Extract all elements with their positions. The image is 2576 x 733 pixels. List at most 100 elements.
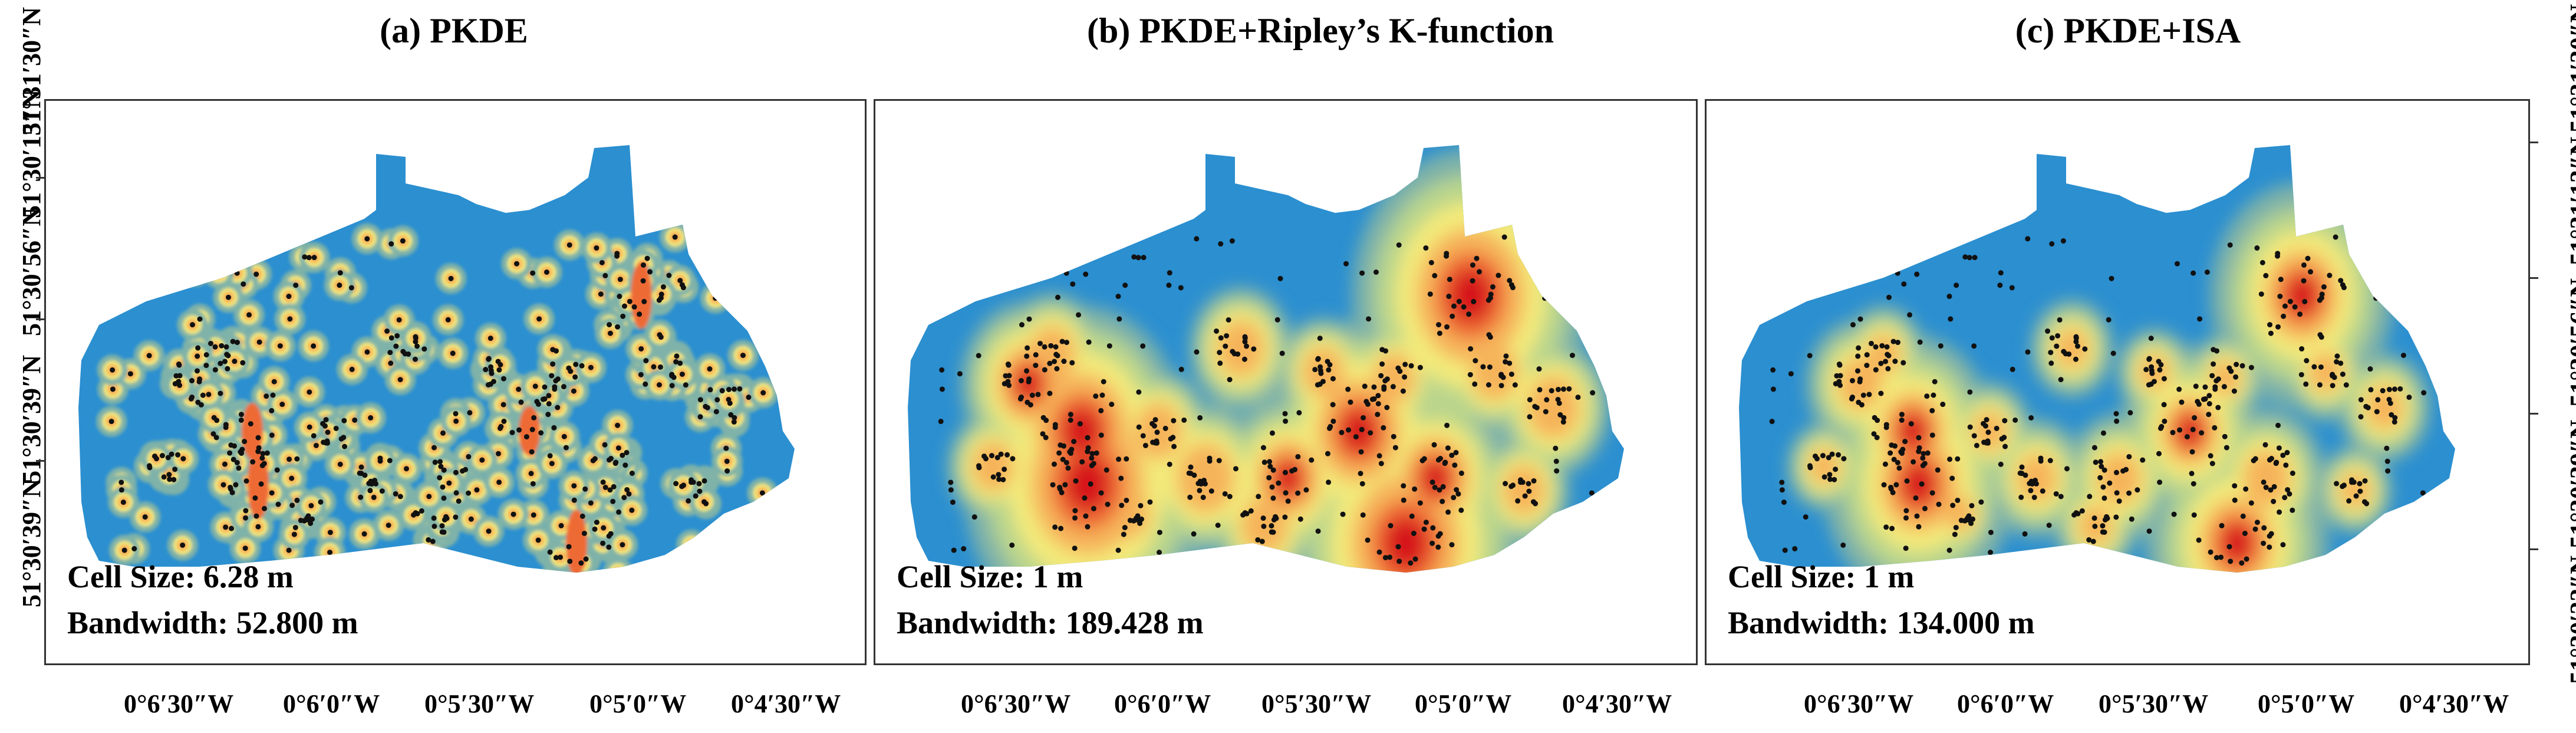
event-point xyxy=(325,429,331,435)
event-point xyxy=(651,364,657,370)
event-point xyxy=(1890,252,1896,258)
event-point xyxy=(2063,351,2068,357)
event-point xyxy=(2086,537,2092,543)
panel-a-parameters: Cell Size: 6.28 m Bandwidth: 52.800 m xyxy=(67,554,358,646)
event-point xyxy=(311,255,317,261)
x-tick-c-3: 0°5′30″W xyxy=(2099,689,2209,718)
event-point xyxy=(518,399,524,405)
event-point xyxy=(2213,574,2219,580)
event-point xyxy=(531,415,537,420)
event-point xyxy=(1147,499,1153,505)
event-point xyxy=(1451,495,1457,501)
event-point xyxy=(2209,461,2215,466)
event-point xyxy=(1273,514,1279,520)
event-point xyxy=(1076,312,1082,318)
density-ring xyxy=(145,240,157,252)
event-point xyxy=(437,475,443,481)
event-point xyxy=(1885,366,1891,372)
event-point xyxy=(313,442,319,448)
event-point xyxy=(2334,359,2340,365)
event-point xyxy=(1244,343,1250,349)
event-point xyxy=(1375,412,1381,418)
event-point xyxy=(2277,294,2283,300)
event-point xyxy=(1378,373,1384,379)
event-point xyxy=(167,476,173,482)
event-point xyxy=(572,374,578,380)
event-point xyxy=(1127,517,1133,523)
event-point xyxy=(1854,268,1860,274)
density-ring xyxy=(578,571,591,573)
event-point xyxy=(617,277,623,282)
density-ring xyxy=(190,265,202,277)
event-point xyxy=(731,386,737,392)
event-point xyxy=(1412,486,1418,492)
event-point xyxy=(2275,251,2281,257)
event-point xyxy=(1216,458,1222,464)
event-point xyxy=(1884,344,1890,350)
density-ring xyxy=(213,267,225,280)
event-point xyxy=(1477,269,1483,275)
event-point xyxy=(1440,484,1446,489)
event-point xyxy=(2104,514,2110,520)
event-point xyxy=(2267,544,2272,550)
event-point xyxy=(149,244,154,249)
event-point xyxy=(397,494,403,499)
y-tick-left-5: 51°31′30″N xyxy=(17,6,46,136)
event-point xyxy=(2349,542,2355,548)
density-hotspot xyxy=(631,262,652,329)
event-point xyxy=(1018,378,1024,384)
event-point xyxy=(1267,464,1273,469)
event-point xyxy=(719,388,725,394)
event-point xyxy=(2232,497,2238,503)
event-point xyxy=(224,351,230,357)
event-point xyxy=(620,313,626,319)
event-point xyxy=(2091,445,2097,451)
event-point xyxy=(1390,384,1396,390)
event-point xyxy=(1227,494,1233,499)
event-point xyxy=(590,458,596,464)
event-point xyxy=(2389,412,2394,418)
event-point xyxy=(1207,458,1213,464)
event-point xyxy=(1079,459,1085,465)
event-point xyxy=(371,494,377,500)
density-ring xyxy=(709,292,722,304)
event-point xyxy=(622,462,628,468)
event-point xyxy=(2170,429,2176,435)
panel-b-parameters: Cell Size: 1 m Bandwidth: 189.428 m xyxy=(897,554,1204,646)
event-point xyxy=(715,260,721,266)
event-point xyxy=(621,495,627,501)
event-point xyxy=(1194,349,1200,355)
event-point xyxy=(535,537,541,543)
event-point xyxy=(983,456,989,462)
event-point xyxy=(269,490,275,496)
event-point xyxy=(1085,435,1091,441)
event-point xyxy=(2126,453,2132,459)
event-point xyxy=(1099,392,1105,398)
event-point xyxy=(1984,417,1989,423)
event-point xyxy=(1831,476,1837,482)
event-point xyxy=(2385,468,2391,474)
event-point xyxy=(1051,461,1057,467)
event-point xyxy=(172,466,178,472)
density-ring xyxy=(223,245,243,264)
map-panel-c[interactable]: Cell Size: 1 m Bandwidth: 134.000 m xyxy=(1705,99,2530,665)
kde-map-c xyxy=(1739,145,2455,580)
event-point xyxy=(1068,418,1073,423)
event-point xyxy=(660,284,666,290)
event-point xyxy=(1412,556,1418,562)
event-point xyxy=(1561,415,1567,420)
event-point xyxy=(2338,360,2344,366)
event-point xyxy=(1140,433,1146,439)
event-point xyxy=(1138,502,1144,508)
event-point xyxy=(2054,343,2060,349)
map-panel-a[interactable]: Cell Size: 6.28 m Bandwidth: 52.800 m xyxy=(44,99,867,665)
x-tick-a-3: 0°5′30″W xyxy=(424,689,535,718)
event-point xyxy=(1395,544,1401,550)
event-point xyxy=(1914,271,1920,277)
event-point xyxy=(1135,255,1141,261)
event-point xyxy=(2263,272,2269,278)
map-panel-b[interactable]: Cell Size: 1 m Bandwidth: 189.428 m xyxy=(874,99,1698,665)
event-point xyxy=(1856,399,1862,405)
event-point xyxy=(677,278,683,284)
event-point xyxy=(1171,443,1177,449)
